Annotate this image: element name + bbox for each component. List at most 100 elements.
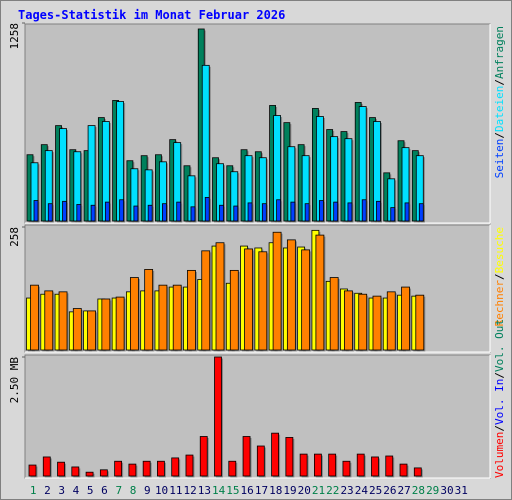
chart-title: Tages-Statistik im Monat Februar 2026 (18, 8, 285, 22)
bar (90, 204, 96, 222)
bar (214, 356, 222, 477)
x-tick-label: 14 (212, 484, 226, 497)
x-tick-label: 26 (383, 484, 396, 497)
bar (157, 460, 165, 477)
bar (42, 456, 51, 477)
bar (142, 460, 151, 477)
bar (390, 207, 396, 222)
bar (176, 201, 182, 222)
bar (219, 204, 224, 222)
legend: Seiten/Dateien/Anfragen (493, 26, 506, 178)
x-tick-label: 29 (426, 484, 439, 497)
bar (158, 284, 168, 351)
y-tick-label: 2.50 MB (8, 357, 21, 404)
bar (119, 199, 125, 222)
bar (147, 204, 153, 222)
x-tick-label: 3 (58, 484, 65, 497)
bar (30, 284, 39, 351)
bar (99, 469, 108, 477)
bar (115, 296, 125, 351)
bar (190, 206, 196, 222)
x-tick-label: 28 (412, 484, 425, 497)
bar (329, 277, 339, 351)
x-tick-label: 5 (87, 484, 94, 497)
bar (301, 249, 311, 351)
bar (344, 290, 353, 351)
bar (404, 202, 410, 222)
bar (290, 201, 296, 222)
bar (286, 239, 296, 351)
bar (358, 293, 368, 351)
bar (57, 461, 65, 477)
bar (258, 251, 268, 351)
bar (114, 460, 123, 477)
bar (385, 455, 394, 477)
bar (386, 291, 396, 351)
bar (44, 290, 54, 351)
bar (62, 200, 67, 222)
bar (171, 457, 180, 477)
bar (413, 467, 422, 477)
bar (58, 291, 68, 351)
bar (315, 234, 325, 351)
bar (71, 466, 80, 477)
bar (261, 203, 267, 222)
bar (233, 205, 239, 222)
bar (342, 460, 351, 477)
bar (304, 203, 310, 222)
legend-entry: Dateien (493, 86, 506, 132)
bar (162, 203, 167, 222)
bar (299, 453, 308, 477)
bar (371, 456, 379, 477)
legend-entry: Vol. Out (493, 319, 506, 372)
bar (76, 204, 82, 222)
x-tick-label: 19 (283, 484, 296, 497)
bar (242, 436, 251, 477)
y-tick-label: 258 (8, 227, 21, 247)
bar (418, 203, 424, 222)
bar (318, 200, 324, 222)
x-tick-label: 4 (73, 484, 80, 497)
bar (133, 205, 139, 222)
bar (415, 294, 425, 351)
bar (172, 284, 182, 351)
bar (85, 471, 94, 477)
bar (401, 286, 410, 351)
legend-entry: Vol. In (493, 379, 506, 425)
legend: Rechner/Besuche (493, 227, 506, 326)
legend-separator: / (493, 132, 506, 139)
bar (272, 231, 282, 351)
bar (144, 269, 154, 351)
legend-entry: Volumen (493, 432, 506, 478)
bar (247, 202, 253, 222)
bar (33, 200, 39, 222)
bar (28, 464, 37, 477)
bar (72, 308, 82, 351)
legend: Volumen/Vol. In/Vol. Out (493, 319, 506, 478)
x-tick-label: 31 (455, 484, 468, 497)
bar (285, 437, 294, 477)
bar (229, 269, 239, 351)
bar (47, 203, 53, 222)
bar (129, 277, 139, 351)
bar (187, 269, 196, 351)
bar (201, 250, 211, 351)
bar (333, 201, 339, 222)
x-tick-label: 7 (115, 484, 122, 497)
legend-separator: / (493, 273, 506, 280)
bar (215, 242, 225, 351)
x-tick-label: 23 (340, 484, 353, 497)
x-tick-label: 20 (298, 484, 311, 497)
bar (204, 196, 210, 222)
x-tick-label: 6 (101, 484, 108, 497)
x-tick-label: 25 (369, 484, 382, 497)
x-tick-label: 24 (355, 484, 369, 497)
bar (128, 463, 137, 477)
x-tick-label: 18 (269, 484, 282, 497)
legend-entry: Anfragen (493, 26, 506, 79)
bar (185, 454, 194, 477)
bar (372, 295, 382, 351)
y-tick-label: 1258 (8, 23, 21, 50)
